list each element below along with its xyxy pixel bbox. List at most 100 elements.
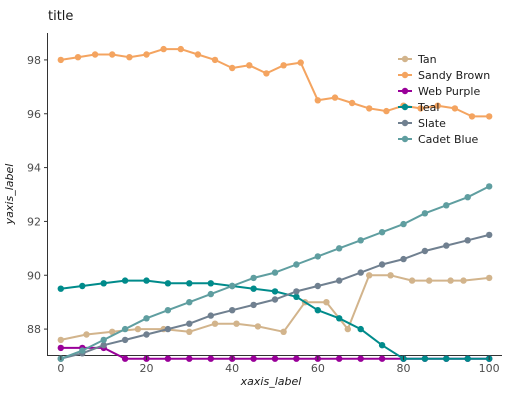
- data-point-sandy-brown: [91, 51, 99, 58]
- data-point-cadet-blue: [79, 347, 86, 354]
- x-ticks: 0 20 40 60 80 100: [57, 356, 500, 375]
- data-point-tan: [233, 320, 240, 327]
- data-point-sandy-brown: [451, 105, 459, 112]
- series-teal: [57, 277, 493, 362]
- data-point-sandy-brown: [486, 113, 493, 120]
- data-point-web-purple: [121, 355, 129, 362]
- legend-marker-teal: [401, 103, 409, 111]
- y-axis-title: yaxis_label: [3, 164, 16, 226]
- data-point-slate: [271, 296, 279, 303]
- y-tick-label: 94: [27, 162, 41, 175]
- data-point-teal: [100, 280, 107, 287]
- data-point-teal: [164, 280, 172, 287]
- data-point-cadet-blue: [336, 245, 343, 252]
- legend-item-teal: Teal: [398, 101, 439, 114]
- data-point-slate: [121, 336, 129, 344]
- series-layer: [57, 45, 493, 362]
- data-point-web-purple: [250, 355, 257, 362]
- legend-label-web-purple: Web Purple: [418, 85, 480, 98]
- data-point-teal: [186, 280, 193, 287]
- x-tick-label: 100: [479, 362, 500, 375]
- data-point-tan: [134, 325, 142, 333]
- data-point-cadet-blue: [314, 253, 321, 260]
- data-point-cadet-blue: [486, 183, 493, 190]
- data-point-sandy-brown: [331, 94, 339, 101]
- data-point-slate: [186, 320, 193, 327]
- data-point-tan: [387, 272, 394, 279]
- data-point-slate: [464, 237, 471, 244]
- data-point-teal: [443, 355, 450, 362]
- legend-item-sandy-brown: Sandy Brown: [398, 69, 490, 82]
- x-tick-label: 60: [311, 362, 325, 375]
- legend-item-cadet-blue: Cadet Blue: [398, 133, 479, 146]
- legend-label-tan: Tan: [417, 53, 437, 66]
- data-point-sandy-brown: [211, 56, 219, 64]
- data-point-slate: [378, 261, 386, 268]
- data-point-tan: [344, 325, 351, 333]
- x-tick-label: 80: [396, 362, 410, 375]
- data-point-cadet-blue: [143, 315, 150, 322]
- legend-marker-cadet-blue: [401, 135, 409, 143]
- legend-item-slate: Slate: [398, 117, 446, 130]
- legend-marker-web-purple: [401, 87, 409, 95]
- data-point-sandy-brown: [229, 64, 236, 72]
- x-tick-label: 40: [225, 362, 239, 375]
- data-point-teal: [57, 285, 64, 292]
- data-point-web-purple: [357, 355, 364, 362]
- data-point-cadet-blue: [186, 299, 193, 306]
- data-point-tan: [186, 328, 193, 335]
- data-point-slate: [164, 325, 172, 333]
- data-point-cadet-blue: [250, 274, 257, 282]
- data-point-sandy-brown: [126, 54, 133, 61]
- y-tick-label: 96: [27, 108, 41, 121]
- data-point-slate: [314, 282, 321, 290]
- data-point-sandy-brown: [143, 51, 150, 58]
- data-point-slate: [293, 288, 300, 295]
- data-point-sandy-brown: [280, 62, 287, 69]
- plot-area: 0 20 40 60 80 100 88 90 92 94 96 98: [27, 33, 502, 375]
- legend-marker-tan: [401, 55, 409, 63]
- data-point-teal: [314, 307, 321, 314]
- data-point-sandy-brown: [348, 99, 356, 107]
- data-point-cadet-blue: [207, 290, 214, 298]
- data-point-teal: [271, 288, 279, 295]
- data-point-teal: [207, 280, 214, 287]
- data-point-web-purple: [271, 355, 279, 362]
- data-point-tan: [323, 299, 330, 306]
- data-point-cadet-blue: [421, 210, 429, 217]
- data-point-teal: [464, 355, 471, 362]
- data-point-tan: [254, 323, 262, 330]
- data-point-sandy-brown: [468, 113, 476, 120]
- y-tick-label: 88: [27, 323, 41, 336]
- data-point-web-purple: [378, 355, 386, 362]
- data-point-web-purple: [57, 344, 64, 352]
- legend-label-sandy-brown: Sandy Brown: [418, 69, 490, 82]
- data-point-sandy-brown: [297, 59, 304, 66]
- data-point-sandy-brown: [314, 97, 321, 104]
- data-point-cadet-blue: [464, 194, 471, 201]
- data-point-sandy-brown: [74, 54, 82, 61]
- y-ticks: 88 90 92 94 96 98: [27, 54, 48, 336]
- data-point-sandy-brown: [246, 62, 253, 69]
- x-tick-label: 0: [57, 362, 64, 375]
- data-point-sandy-brown: [434, 102, 441, 109]
- data-point-sandy-brown: [366, 105, 373, 112]
- data-point-sandy-brown: [57, 56, 64, 64]
- data-point-teal: [421, 355, 429, 362]
- data-point-cadet-blue: [378, 229, 386, 236]
- data-point-tan: [426, 277, 433, 284]
- legend: Tan Sandy Brown Web Purple Teal Slate Cadet B…: [398, 53, 490, 146]
- series-sandy-brown: [57, 45, 493, 120]
- data-point-tan: [57, 336, 64, 344]
- data-point-tan: [408, 277, 416, 284]
- legend-label-cadet-blue: Cadet Blue: [418, 133, 479, 146]
- data-point-teal: [357, 325, 364, 333]
- data-point-cadet-blue: [100, 336, 107, 344]
- data-point-tan: [83, 331, 90, 338]
- legend-item-tan: Tan: [398, 53, 437, 66]
- y-tick-label: 90: [27, 269, 41, 282]
- data-point-slate: [336, 277, 343, 284]
- data-point-slate: [486, 231, 493, 239]
- data-point-teal: [121, 277, 129, 284]
